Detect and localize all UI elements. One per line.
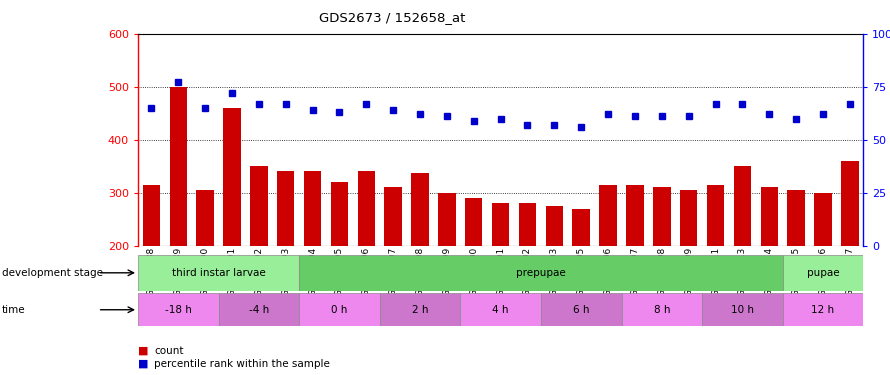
Text: ■: ■ [138,346,152,355]
Bar [142,185,160,246]
Bar [546,206,563,246]
Text: -4 h: -4 h [248,305,269,315]
Bar [411,172,429,246]
Bar [299,293,380,326]
Text: -18 h: -18 h [165,305,191,315]
Bar [541,293,621,326]
Text: percentile rank within the sample: percentile rank within the sample [154,359,330,369]
Bar [814,193,832,246]
Bar [627,185,643,246]
Bar [219,293,299,326]
Bar [788,190,805,246]
Bar [782,293,863,326]
Text: GDS2673 / 152658_at: GDS2673 / 152658_at [319,11,465,24]
Bar [465,198,482,246]
Text: third instar larvae: third instar larvae [172,268,265,278]
Bar [250,166,268,246]
Bar [572,209,590,246]
Text: ■: ■ [138,359,152,369]
Text: 12 h: 12 h [812,305,835,315]
Bar [223,108,240,246]
Text: time: time [2,305,26,315]
Bar [303,171,321,246]
Bar [197,190,214,246]
Bar [519,203,536,246]
Bar [299,255,782,291]
Text: 10 h: 10 h [731,305,754,315]
Bar [138,293,219,326]
Text: prepupae: prepupae [516,268,566,278]
Bar [702,293,782,326]
Text: count: count [154,346,183,355]
Bar [380,293,460,326]
Bar [621,293,702,326]
Bar [277,171,295,246]
Text: 8 h: 8 h [653,305,670,315]
Bar [169,87,187,246]
Text: 6 h: 6 h [573,305,589,315]
Bar [331,182,348,246]
Bar [384,188,402,246]
Bar [358,171,375,246]
Bar [733,166,751,246]
Bar [680,190,698,246]
Text: 2 h: 2 h [412,305,428,315]
Bar [138,255,299,291]
Bar [782,255,863,291]
Text: 0 h: 0 h [331,305,348,315]
Bar [653,188,670,246]
Bar [761,188,778,246]
Bar [438,193,456,246]
Text: development stage: development stage [2,268,102,278]
Bar [460,293,541,326]
Text: 100%: 100% [889,20,890,30]
Text: pupae: pupae [806,268,839,278]
Bar [841,161,859,246]
Text: 4 h: 4 h [492,305,509,315]
Bar [492,203,509,246]
Bar [707,185,724,246]
Bar [599,185,617,246]
